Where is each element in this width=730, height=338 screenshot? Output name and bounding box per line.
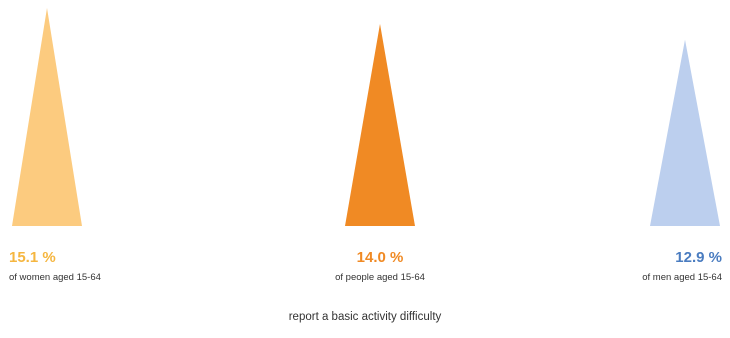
category-label-3: of men aged 15-64 bbox=[642, 272, 722, 283]
category-label-2: of people aged 15-64 bbox=[335, 272, 425, 283]
value-label-3: 12.9 % bbox=[675, 249, 722, 266]
category-label-1: of women aged 15-64 bbox=[9, 272, 101, 283]
chart-footer: report a basic activity difficulty bbox=[288, 311, 442, 323]
triangle-bar-3 bbox=[650, 39, 720, 226]
value-label-2: 14.0 % bbox=[357, 249, 404, 266]
value-label-1: 15.1 % bbox=[9, 249, 56, 266]
triangle-bar-2 bbox=[345, 23, 415, 226]
triangle-bar-1 bbox=[12, 8, 82, 226]
